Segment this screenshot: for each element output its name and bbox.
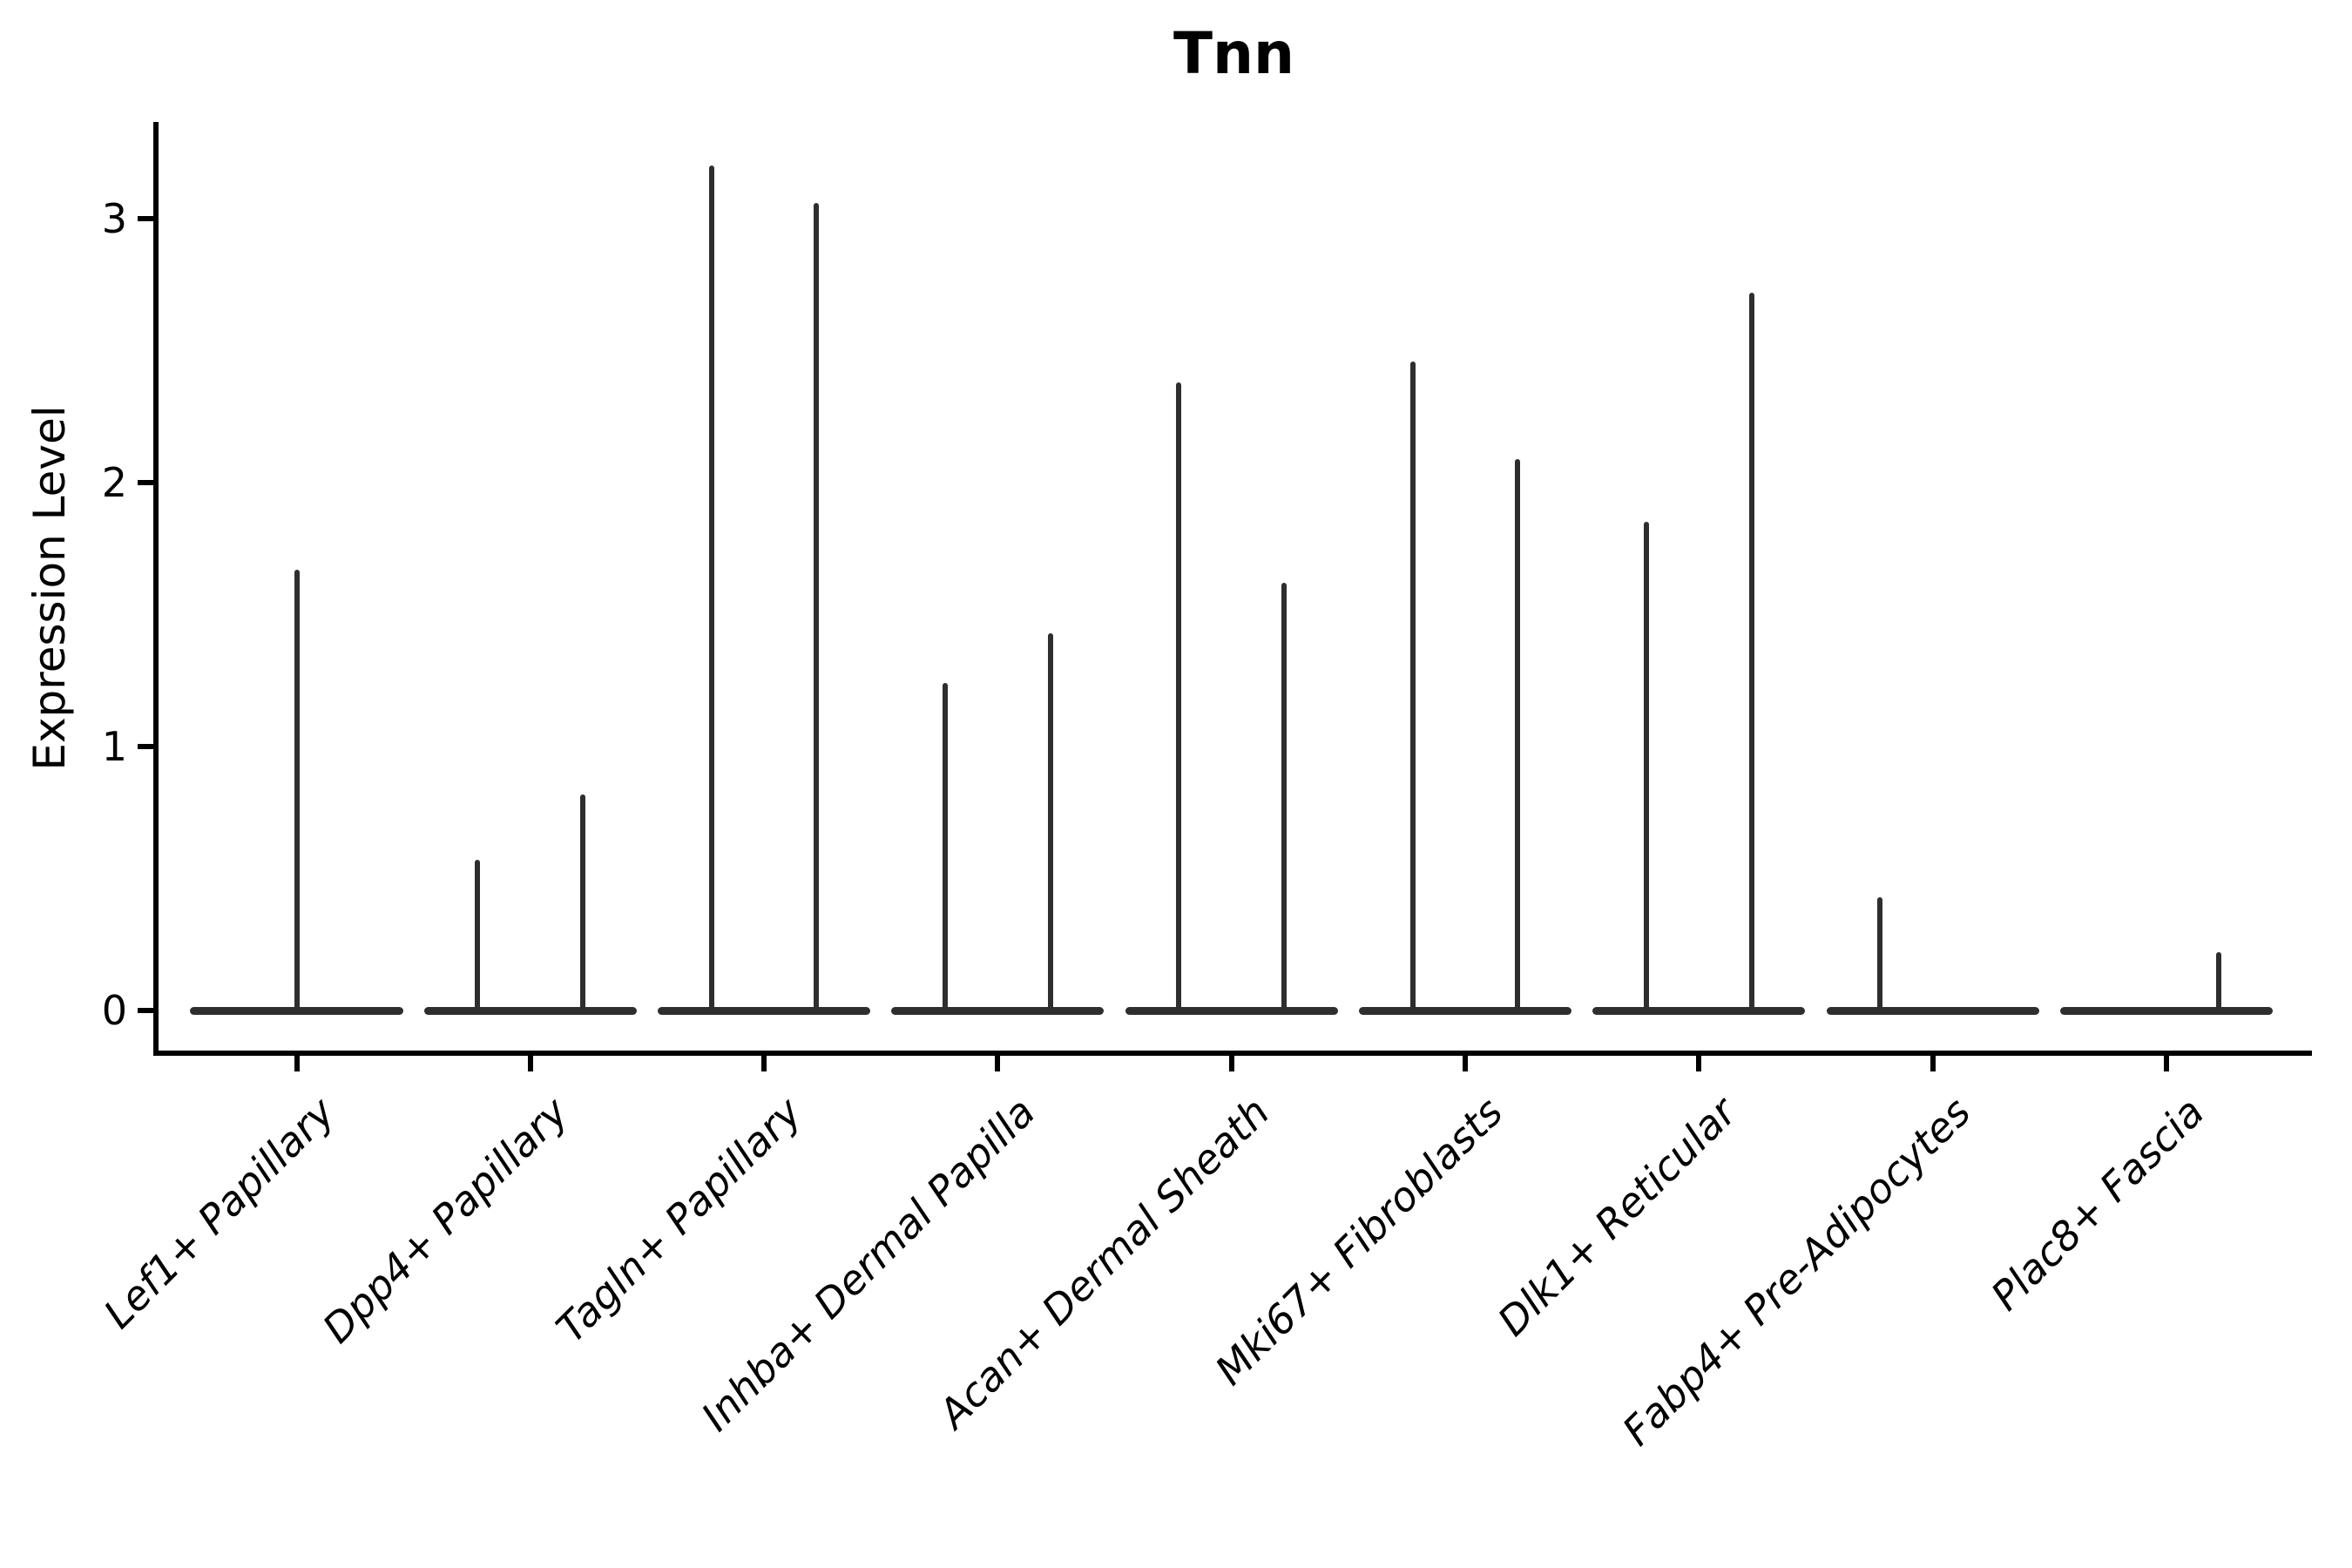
violin-spike (2216, 952, 2222, 1014)
x-tick (294, 1056, 300, 1071)
violin-spike (708, 166, 714, 1014)
x-tick (1463, 1056, 1468, 1071)
violin-spike (1877, 896, 1883, 1014)
violin-spike (475, 860, 481, 1014)
violin-spike (943, 683, 949, 1014)
violin-spike (1409, 361, 1416, 1014)
x-tick (1228, 1056, 1234, 1071)
y-tick (138, 744, 153, 749)
y-tick-label: 1 (101, 723, 127, 770)
violin-spike (1047, 632, 1053, 1014)
violin-spike (1643, 522, 1649, 1014)
violin-base (658, 1007, 871, 1015)
x-tick (1696, 1056, 1702, 1071)
violin-spike (294, 569, 300, 1014)
x-axis-line (153, 1051, 2312, 1056)
violin-spike (814, 202, 820, 1014)
x-tick (1930, 1056, 1936, 1071)
y-tick-label: 3 (101, 195, 127, 242)
plot-title: Tnn (1173, 20, 1294, 87)
y-tick (138, 216, 153, 221)
violin-spike (580, 794, 586, 1014)
violin-base (1826, 1007, 2039, 1015)
violin-spike (1281, 583, 1288, 1014)
x-tick (527, 1056, 533, 1071)
x-tick (761, 1056, 767, 1071)
violin-base (423, 1007, 637, 1015)
violin-base (1358, 1007, 1572, 1015)
y-axis-line (153, 122, 159, 1056)
y-tick (138, 1008, 153, 1013)
y-tick-label: 2 (101, 459, 127, 506)
x-tick (2163, 1056, 2169, 1071)
x-tick (995, 1056, 1001, 1071)
y-tick-label: 0 (101, 987, 127, 1034)
violin-spike (1515, 458, 1521, 1014)
violin-base (2059, 1007, 2273, 1015)
violin-spike (1748, 292, 1754, 1014)
violin-base (1592, 1007, 1806, 1015)
y-tick (138, 480, 153, 485)
violin-spike (1176, 382, 1182, 1014)
violin-base (891, 1007, 1105, 1015)
violin-base (1125, 1007, 1338, 1015)
